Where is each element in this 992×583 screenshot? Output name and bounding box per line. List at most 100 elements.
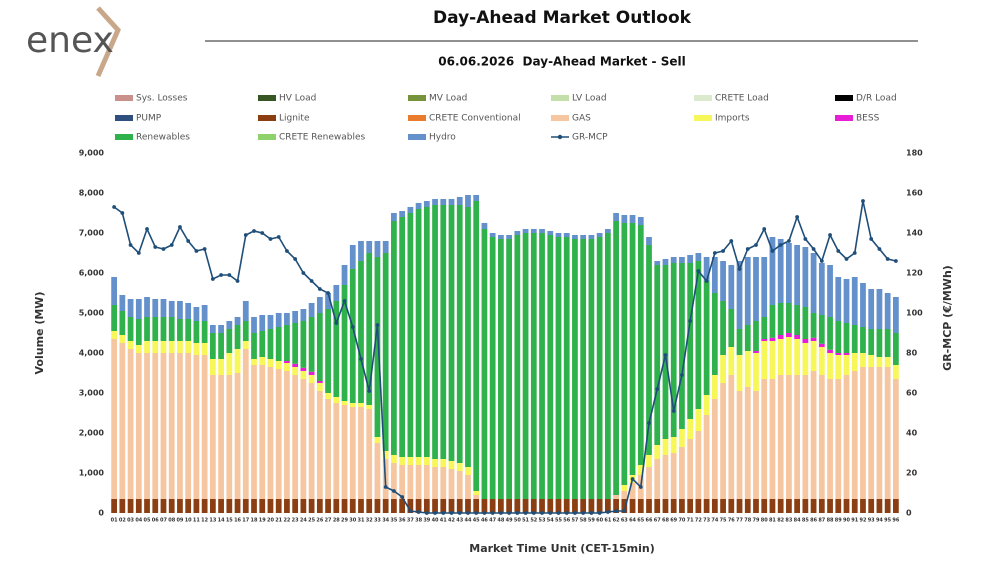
bar-segment <box>555 499 562 513</box>
bar-segment <box>794 339 801 375</box>
price-marker <box>457 511 462 515</box>
x-tick-label: 15 <box>226 518 233 524</box>
bar-segment <box>876 289 883 329</box>
price-marker <box>754 243 758 247</box>
price-marker <box>680 373 684 377</box>
legend-label: Hydro <box>429 133 456 143</box>
bar-segment <box>884 329 891 357</box>
price-marker <box>301 271 306 275</box>
bar-segment <box>144 499 150 513</box>
y-tick-label: 6,000 <box>79 269 105 278</box>
price-marker <box>112 205 117 209</box>
bar-segment <box>135 345 142 353</box>
bar-segment <box>473 491 480 495</box>
bar-segment <box>703 257 710 281</box>
x-tick-label: 37 <box>407 518 414 524</box>
bar-segment <box>786 333 792 337</box>
price-marker <box>844 257 849 261</box>
x-tick-label: 65 <box>637 518 644 524</box>
price-marker <box>227 273 232 277</box>
x-tick-label: 49 <box>506 518 513 524</box>
price-marker <box>614 509 618 513</box>
bar-segment <box>563 499 570 513</box>
bar-segment <box>580 235 587 239</box>
x-tick-label: 51 <box>522 518 529 524</box>
legend-swatch <box>258 134 276 140</box>
bar-segment <box>209 325 216 333</box>
x-tick-label: 29 <box>341 518 348 524</box>
x-tick-label: 47 <box>489 518 496 524</box>
bar-segment <box>201 355 208 499</box>
bar-segment <box>267 329 274 359</box>
bar-segment <box>399 457 406 465</box>
x-tick-label: 81 <box>769 518 776 524</box>
chart-title: Day-Ahead Market Outlook <box>433 8 692 28</box>
bar-segment <box>391 213 397 221</box>
x-tick-label: 71 <box>687 518 694 524</box>
x-tick-label: 85 <box>802 518 809 524</box>
bar-segment <box>465 499 471 513</box>
bar-segment <box>259 499 266 513</box>
legend-swatch <box>408 115 426 121</box>
bar-segment <box>193 307 200 321</box>
bar-segment <box>687 255 694 263</box>
bar-segment <box>843 375 850 499</box>
bar-segment <box>201 305 208 321</box>
bar-segment <box>423 457 430 465</box>
bar-segment <box>769 341 776 379</box>
bar-segment <box>300 309 307 321</box>
bar-segment <box>481 223 488 229</box>
price-marker <box>252 229 256 233</box>
bar-segment <box>399 499 406 513</box>
bar-segment <box>646 237 652 245</box>
bar-segment <box>168 301 175 317</box>
price-marker <box>762 227 767 231</box>
x-tick-label: 79 <box>753 518 760 524</box>
bar-segment <box>465 207 471 467</box>
bar-segment <box>144 297 150 317</box>
price-marker <box>449 511 454 515</box>
x-tick-label: 39 <box>423 518 430 524</box>
x-tick-label: 21 <box>275 518 282 524</box>
bar-segment <box>325 309 331 393</box>
bar-segment <box>127 349 134 499</box>
bar-segment <box>522 229 529 233</box>
bar-segment <box>654 445 661 459</box>
bar-segment <box>744 257 751 325</box>
x-tick-label: 72 <box>695 518 702 524</box>
x-tick-label: 14 <box>218 518 225 524</box>
bar-segment <box>810 253 817 313</box>
legend-label: HV Load <box>279 94 316 104</box>
price-marker <box>482 511 487 515</box>
bar-segment <box>284 499 290 513</box>
bar-segment <box>547 235 554 499</box>
y2-tick-label: 160 <box>906 189 923 198</box>
price-marker <box>474 511 479 515</box>
y-tick-label: 9,000 <box>79 149 105 158</box>
x-tick-label: 57 <box>571 518 578 524</box>
bar-segment <box>522 233 529 499</box>
bar-segment <box>226 375 233 499</box>
price-marker <box>400 495 405 499</box>
x-tick-label: 46 <box>481 518 488 524</box>
bar-segment <box>695 499 702 513</box>
bar-segment <box>843 323 850 353</box>
bar-segment <box>300 499 307 513</box>
bar-segment <box>498 239 504 499</box>
legend-swatch <box>835 115 853 121</box>
bar-segment <box>679 499 685 513</box>
legend-label: D/R Load <box>856 94 897 104</box>
bar-segment <box>374 241 381 257</box>
x-tick-label: 06 <box>152 518 159 524</box>
bar-segment <box>679 429 685 447</box>
bar-segment <box>835 353 842 355</box>
price-marker <box>515 511 520 515</box>
bar-segment <box>226 329 233 353</box>
bar-segment <box>695 261 702 409</box>
bar-segment <box>786 303 792 333</box>
bar-segment <box>596 233 603 237</box>
legend-label: CRETE Conventional <box>429 114 521 124</box>
x-tick-label: 22 <box>283 518 290 524</box>
bar-segment <box>168 317 175 341</box>
bar-segment <box>621 485 628 491</box>
